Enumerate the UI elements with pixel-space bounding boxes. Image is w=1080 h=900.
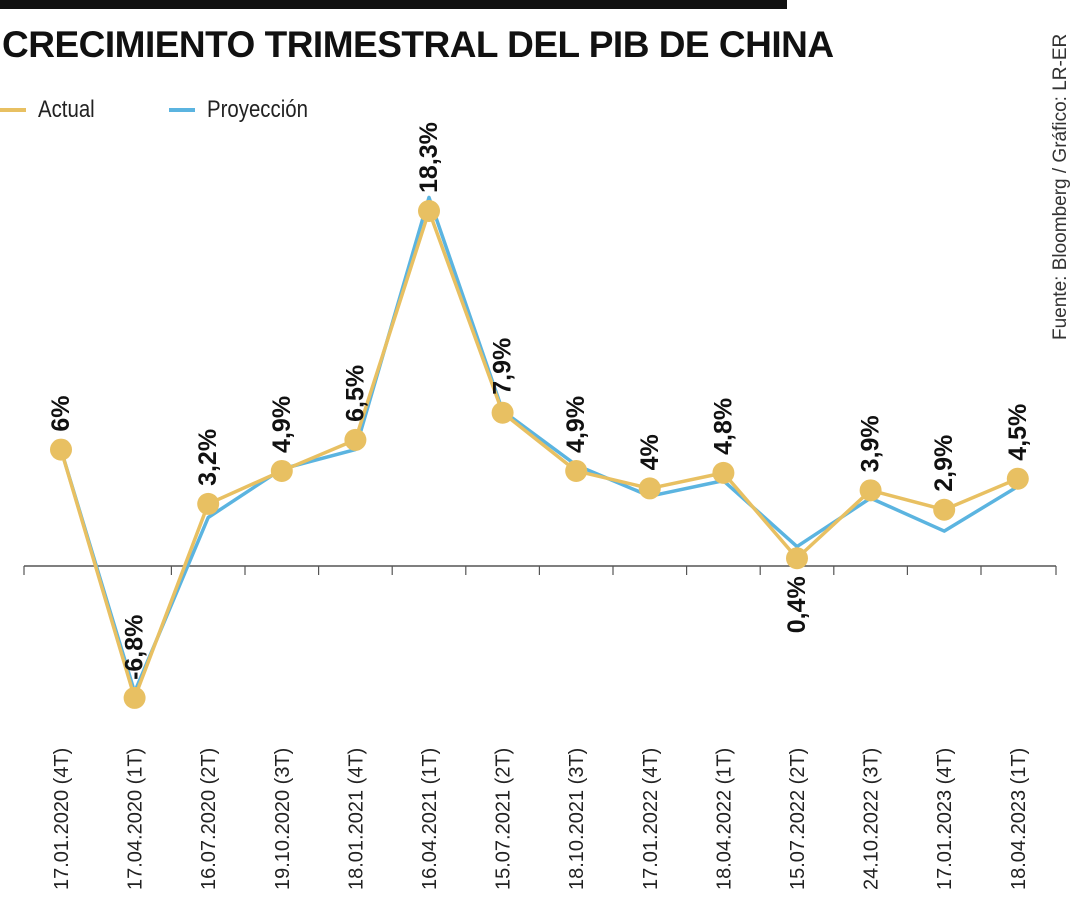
legend-swatch-proyeccion xyxy=(168,108,195,112)
legend-swatch-actual xyxy=(0,108,26,112)
x-tick-label: 17.01.2022 (4T) xyxy=(640,748,662,890)
legend-item-proyeccion: Proyección xyxy=(168,96,326,124)
data-label: 6% xyxy=(47,395,75,431)
data-point-actual xyxy=(565,459,588,482)
top-rule xyxy=(0,0,787,9)
series-line-actual xyxy=(59,209,1019,700)
x-tick-label: 18.10.2021 (3T) xyxy=(566,748,588,890)
data-label: 18,3% xyxy=(415,122,443,193)
data-point-actual xyxy=(418,199,440,222)
x-tick-label: 16.04.2021 (1T) xyxy=(419,748,441,890)
x-tick-label: 17.01.2020 (4T) xyxy=(51,748,73,890)
data-label: 4% xyxy=(636,434,664,470)
x-tick-label: 17.01.2023 (4T) xyxy=(934,748,956,890)
data-point-actual xyxy=(712,461,735,484)
data-point-actual xyxy=(123,686,146,709)
x-tick-label: 17.04.2020 (1T) xyxy=(125,748,147,890)
data-label: 6,5% xyxy=(341,365,369,422)
data-point-actual xyxy=(491,401,514,424)
x-tick-label: 15.07.2021 (2T) xyxy=(493,748,515,890)
x-tick-label: 15.07.2022 (2T) xyxy=(787,748,809,890)
chart-title: CRECIMIENTO TRIMESTRAL DEL PIB DE CHINA xyxy=(2,24,834,65)
x-tick-label: 18.04.2022 (1T) xyxy=(713,748,735,890)
x-tick-label: 16.07.2020 (2T) xyxy=(198,748,220,890)
legend-label-proyeccion: Proyección xyxy=(206,96,308,123)
data-label: 4,5% xyxy=(1004,404,1032,461)
data-point-actual xyxy=(270,459,293,482)
legend-item-actual: Actual xyxy=(0,96,105,124)
legend: Actual Proyección xyxy=(0,94,361,126)
data-label: 2,9% xyxy=(930,435,958,492)
data-point-actual xyxy=(859,479,882,502)
data-point-actual xyxy=(1006,467,1029,490)
data-point-actual xyxy=(638,477,661,500)
data-label: -6,8% xyxy=(121,615,149,680)
data-label: 4,9% xyxy=(268,396,296,453)
data-label: 4,9% xyxy=(562,396,590,453)
data-point-actual xyxy=(933,498,956,521)
data-label: 3,2% xyxy=(194,429,222,486)
data-point-actual xyxy=(786,547,808,570)
series-line-proyeccion xyxy=(59,195,1019,694)
data-label: 7,9% xyxy=(489,338,517,395)
data-point-actual xyxy=(197,492,220,515)
data-point-actual xyxy=(344,428,367,451)
data-point-actual xyxy=(50,438,72,461)
data-label: 0,4% xyxy=(783,576,811,633)
data-label: 3,9% xyxy=(857,415,885,472)
x-tick-label: 18.01.2021 (4T) xyxy=(345,748,367,890)
data-label: 4,8% xyxy=(709,398,737,455)
legend-label-actual: Actual xyxy=(38,96,95,123)
x-tick-label: 24.10.2022 (3T) xyxy=(861,748,883,890)
x-tick-label: 19.10.2020 (3T) xyxy=(272,748,294,890)
x-tick-label: 18.04.2023 (1T) xyxy=(1008,748,1030,890)
